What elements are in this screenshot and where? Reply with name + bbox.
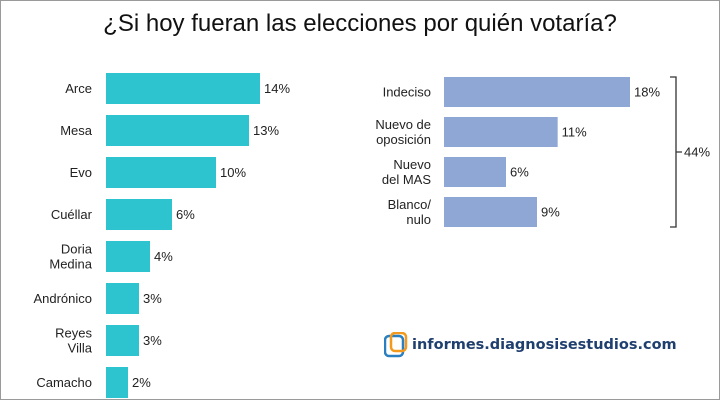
bar-candidates-4 [106,241,150,272]
bar-candidates-3 [106,199,172,230]
chart-title: ¿Si hoy fueran las elecciones por quién … [103,10,617,37]
category-label-others-2: Nuevo del MAS [382,157,431,187]
value-label-others-2: 6% [510,165,529,180]
category-label-candidates-3: Cuéllar [51,207,93,222]
bracket-total-label: 44% [684,145,710,160]
value-label-candidates-2: 10% [220,165,246,180]
category-label-candidates-1: Mesa [60,123,93,138]
value-label-candidates-0: 14% [264,81,290,96]
bar-others-3 [444,197,537,227]
value-label-others-1: 11% [562,125,587,140]
category-label-candidates-6: Reyes Villa [55,326,93,356]
value-label-candidates-3: 6% [176,207,195,222]
bar-candidates-2 [106,157,216,188]
value-label-others-0: 18% [634,85,660,100]
diagnosis-logo-icon [384,332,408,358]
category-label-candidates-2: Evo [70,165,92,180]
value-label-candidates-6: 3% [143,333,162,348]
bar-others-2 [444,157,506,187]
bar-candidates-7 [106,367,128,398]
category-label-others-1: Nuevo de oposición [375,117,431,147]
value-label-candidates-5: 3% [143,291,162,306]
bar-others-1 [444,117,558,147]
bar-candidates-1 [106,115,249,146]
value-label-others-3: 9% [541,205,560,220]
value-label-candidates-7: 2% [132,375,151,390]
bar-others-0 [444,77,630,107]
total-bracket [670,76,682,228]
watermark: informes.diagnosisestudios.com [384,332,677,358]
watermark-url: informes.diagnosisestudios.com [412,337,677,353]
category-label-candidates-0: Arce [65,81,92,96]
bar-candidates-6 [106,325,139,356]
bar-candidates-5 [106,283,139,314]
bar-candidates-0 [106,73,260,104]
category-label-candidates-4: Doria Medina [49,242,92,272]
value-label-candidates-1: 13% [253,123,279,138]
category-label-others-3: Blanco/nulo [388,197,432,227]
category-label-candidates-5: Andrónico [33,291,92,306]
category-label-candidates-7: Camacho [36,375,92,390]
value-label-candidates-4: 4% [154,249,173,264]
category-label-others-0: Indeciso [383,85,431,100]
